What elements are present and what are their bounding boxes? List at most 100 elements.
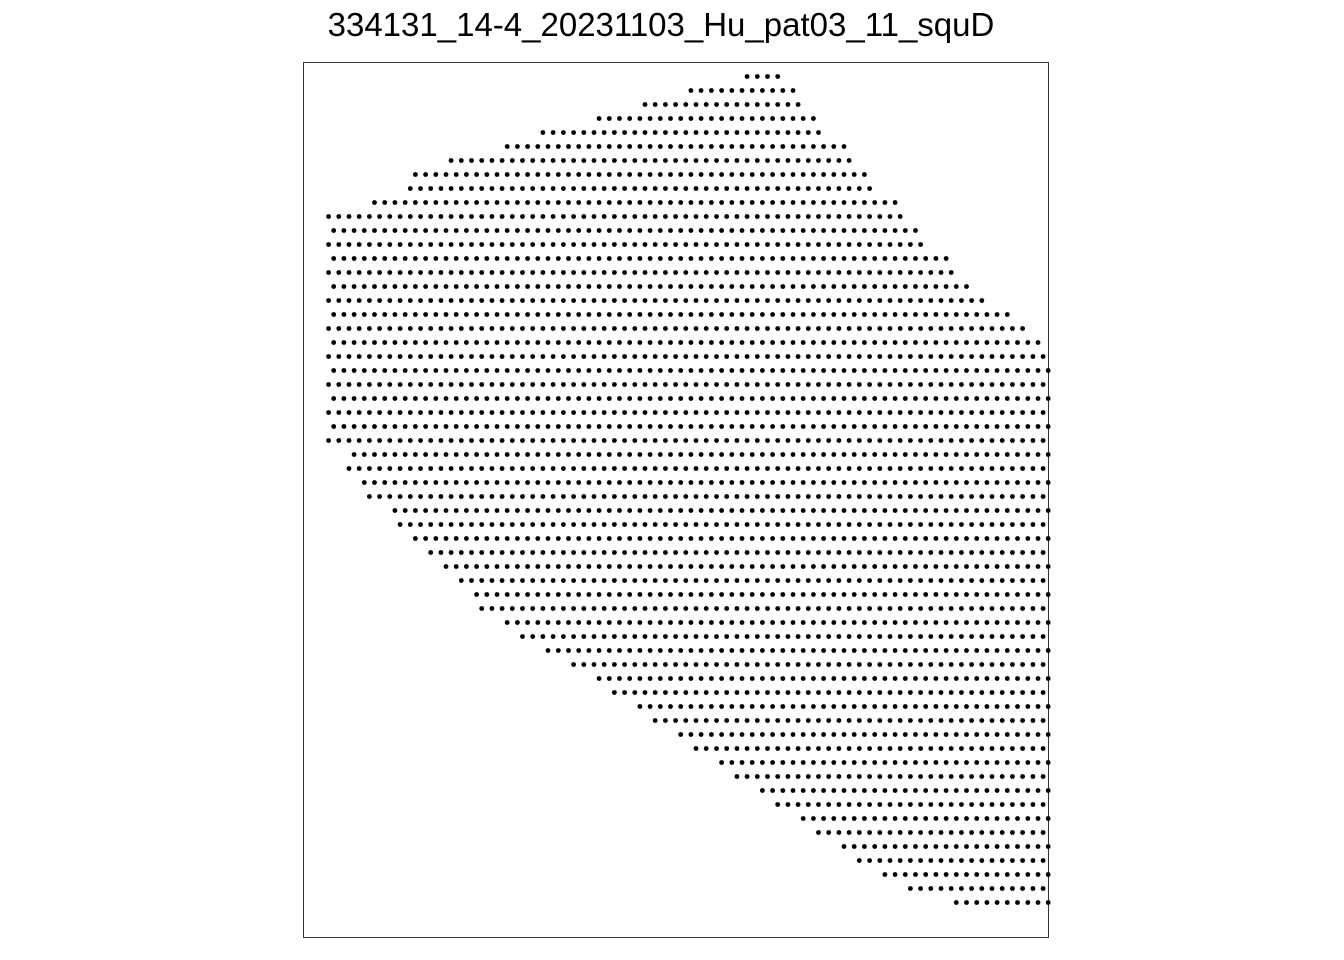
- data-point: [867, 662, 872, 667]
- data-point: [851, 452, 857, 457]
- data-point: [760, 228, 765, 233]
- data-point: [668, 144, 673, 149]
- data-point: [642, 326, 648, 331]
- data-point: [892, 200, 898, 205]
- data-point: [826, 326, 832, 331]
- data-point: [1004, 704, 1010, 709]
- data-point: [341, 396, 347, 401]
- data-point: [540, 382, 546, 387]
- data-point: [703, 522, 709, 527]
- data-point: [525, 480, 530, 485]
- data-point: [805, 522, 811, 527]
- data-point: [617, 200, 622, 205]
- data-point: [923, 676, 929, 681]
- data-point: [994, 536, 1000, 541]
- data-point: [550, 326, 556, 331]
- data-point: [739, 620, 745, 625]
- data-point: [811, 676, 816, 681]
- data-point: [683, 662, 689, 667]
- data-point: [892, 508, 898, 513]
- data-point: [969, 606, 974, 611]
- data-point: [754, 410, 760, 415]
- data-point: [1030, 550, 1036, 555]
- data-point: [754, 550, 760, 555]
- data-point: [964, 592, 969, 597]
- data-point: [438, 354, 444, 359]
- data-point: [714, 410, 719, 415]
- data-point: [964, 676, 969, 681]
- data-point: [663, 690, 668, 695]
- data-point: [831, 816, 837, 821]
- data-point: [591, 578, 597, 583]
- data-point: [800, 312, 806, 317]
- data-point: [515, 172, 520, 177]
- data-point: [1020, 662, 1025, 667]
- data-point: [489, 242, 495, 247]
- data-point: [821, 284, 826, 289]
- data-point: [703, 466, 709, 471]
- data-point: [969, 830, 974, 835]
- data-point: [1015, 844, 1020, 849]
- data-point: [897, 326, 903, 331]
- data-point: [856, 690, 862, 695]
- data-point: [698, 648, 704, 653]
- data-point: [770, 396, 775, 401]
- data-point: [800, 200, 806, 205]
- data-point: [576, 424, 582, 429]
- data-point: [882, 312, 888, 317]
- data-point: [724, 746, 730, 751]
- data-point: [887, 774, 893, 779]
- data-point: [846, 830, 852, 835]
- data-point: [550, 270, 556, 275]
- data-point: [525, 508, 530, 513]
- data-point: [576, 228, 582, 233]
- data-point: [642, 214, 648, 219]
- data-point: [913, 452, 918, 457]
- data-point: [770, 424, 775, 429]
- data-point: [1045, 788, 1051, 793]
- data-point: [749, 676, 755, 681]
- data-point: [428, 494, 434, 499]
- data-point: [754, 774, 760, 779]
- data-point: [571, 382, 576, 387]
- data-point: [668, 564, 673, 569]
- data-point: [780, 424, 786, 429]
- data-point: [1004, 732, 1010, 737]
- data-point: [361, 340, 367, 345]
- data-point: [918, 802, 923, 807]
- data-point: [469, 466, 474, 471]
- data-point: [698, 732, 704, 737]
- data-point: [892, 872, 898, 877]
- data-point: [765, 550, 770, 555]
- data-point: [709, 312, 714, 317]
- data-point: [913, 592, 918, 597]
- data-point: [877, 270, 883, 275]
- data-point: [765, 326, 770, 331]
- data-point: [984, 368, 990, 373]
- data-point: [540, 438, 546, 443]
- data-point: [617, 592, 622, 597]
- data-point: [780, 592, 786, 597]
- data-point: [627, 200, 633, 205]
- data-point: [739, 592, 745, 597]
- data-point: [821, 312, 826, 317]
- data-point: [765, 522, 770, 527]
- data-point: [908, 578, 913, 583]
- data-point: [765, 158, 770, 163]
- data-point: [754, 130, 760, 135]
- data-point: [760, 760, 765, 765]
- data-point: [826, 494, 832, 499]
- data-point: [1025, 788, 1031, 793]
- data-point: [800, 284, 806, 289]
- data-point: [994, 564, 1000, 569]
- data-point: [663, 102, 668, 107]
- data-point: [902, 872, 908, 877]
- data-point: [1025, 340, 1031, 345]
- data-point: [770, 760, 775, 765]
- data-point: [571, 606, 576, 611]
- data-point: [856, 634, 862, 639]
- data-point: [964, 396, 969, 401]
- data-point: [770, 704, 775, 709]
- data-point: [841, 312, 847, 317]
- data-point: [770, 564, 775, 569]
